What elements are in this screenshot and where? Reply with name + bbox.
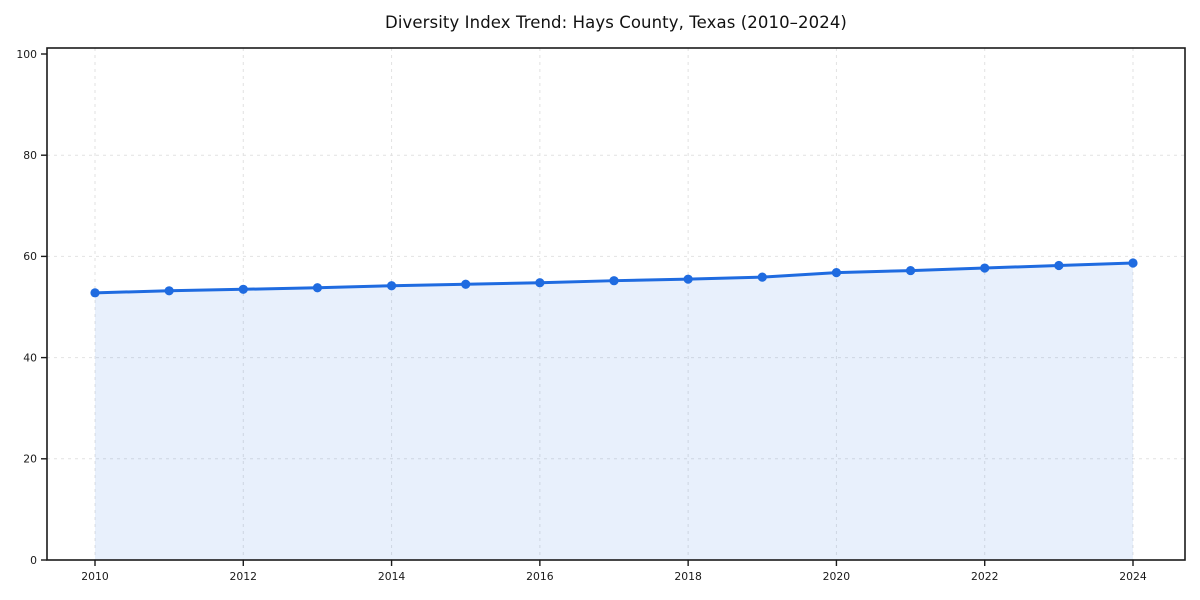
y-tick-label: 20 [23,453,37,466]
data-point [90,288,100,298]
x-tick-label: 2020 [823,570,851,583]
y-tick-label: 80 [23,149,37,162]
y-tick-label: 0 [30,554,37,567]
data-point [757,272,767,282]
x-tick-label: 2012 [230,570,257,583]
x-tick-label: 2010 [81,570,109,583]
x-tick-label: 2016 [526,570,554,583]
data-point [980,263,990,273]
data-point [238,284,248,294]
data-point [1128,258,1138,268]
y-tick-label: 60 [23,250,37,263]
data-point [609,276,619,286]
data-point [535,278,545,288]
data-point [312,283,323,293]
data-point [1054,260,1064,271]
x-tick-label: 2018 [674,570,702,583]
axis-frame [46,47,1186,561]
x-tick-label: 2022 [971,570,998,583]
data-point [461,279,471,289]
data-point [905,265,916,276]
y-tick-label: 100 [16,48,37,61]
chart-title: Diversity Index Trend: Hays County, Texa… [385,13,847,32]
data-point [683,274,693,284]
x-tick-label: 2014 [378,570,406,583]
x-tick-label: 2024 [1119,570,1147,583]
data-point [831,267,842,278]
y-tick-label: 40 [23,351,37,364]
series-area-fill [95,262,1133,560]
data-point [386,281,397,291]
data-point [164,286,174,296]
